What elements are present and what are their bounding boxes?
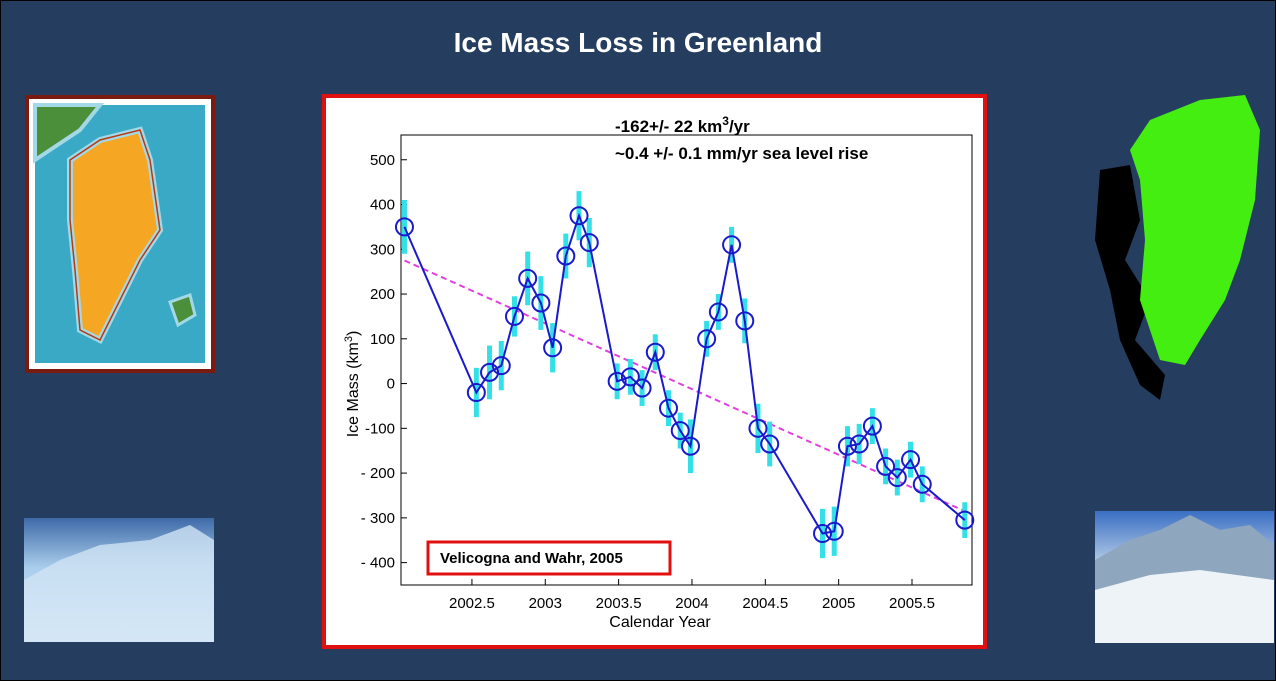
slide-title: Ice Mass Loss in Greenland: [454, 27, 823, 58]
plot-area: [400, 134, 973, 586]
y-tick-label: - 200: [361, 465, 395, 482]
y-label-tail: ): [345, 331, 362, 336]
data-point: [491, 356, 511, 376]
trend-line: [404, 259, 966, 513]
y-tick-label: - 300: [361, 510, 395, 527]
x-axis-label: Calendar Year: [609, 614, 711, 631]
data-point: [607, 371, 627, 391]
data-point: [480, 362, 500, 382]
x-tick-label: 2003.5: [596, 595, 642, 612]
x-tick-label: 2004.5: [742, 595, 788, 612]
data-point: [504, 306, 524, 326]
data-point: [722, 235, 742, 255]
y-tick-label: 100: [370, 331, 395, 348]
data-point: [876, 456, 896, 476]
data-point: [955, 510, 975, 530]
annotation: ~0.4 +/- 0.1 mm/yr sea level rise: [615, 144, 868, 163]
greenland-silhouette: [1095, 95, 1260, 400]
y-tick-label: -100: [365, 420, 395, 437]
chart: -162+/- 22 km3/yr ~0.4 +/- 0.1 mm/yr sea…: [343, 114, 975, 631]
y-tick-label: - 400: [361, 555, 395, 572]
data-point: [658, 398, 678, 418]
data-point: [760, 434, 780, 454]
data-point: [748, 418, 768, 438]
annotation: -162+/- 22 km3/yr: [615, 114, 750, 136]
y-tick-label: 400: [370, 197, 395, 214]
y-tick-label: 0: [387, 376, 395, 393]
data-point: [543, 338, 563, 358]
annotation-text: -162+/- 22 km: [615, 117, 722, 136]
mountain-photo: [1095, 511, 1274, 643]
y-tick-label: 300: [370, 241, 395, 258]
x-tick-label: 2005: [822, 595, 855, 612]
data-point: [824, 521, 844, 541]
x-tick-label: 2004: [675, 595, 708, 612]
data-point: [579, 233, 599, 253]
x-tick-label: 2003: [529, 595, 562, 612]
data-point: [813, 524, 833, 544]
data-point: [569, 206, 589, 226]
map-illustration: [25, 95, 215, 373]
data-point: [837, 436, 857, 456]
data-point: [887, 468, 907, 488]
data-point: [466, 383, 486, 403]
data-point: [394, 217, 414, 237]
y-tick-label: 500: [370, 152, 395, 169]
data-point: [681, 436, 701, 456]
citation: Velicogna and Wahr, 2005: [440, 550, 623, 567]
data-point: [862, 416, 882, 436]
x-tick-label: 2005.5: [889, 595, 935, 612]
data-point: [518, 268, 538, 288]
y-axis-label: Ice Mass (km3): [343, 331, 362, 438]
data-point: [645, 342, 665, 362]
data-point: [735, 311, 755, 331]
y-label-sup: 3: [343, 336, 355, 342]
data-point: [708, 302, 728, 322]
citation-box: [426, 540, 672, 576]
data-point: [912, 474, 932, 494]
data-point: [697, 329, 717, 349]
x-tick-label: 2002.5: [449, 595, 495, 612]
annotation-sup: 3: [722, 114, 729, 128]
data-point: [632, 378, 652, 398]
data-point: [556, 246, 576, 266]
data-point: [670, 421, 690, 441]
annotation-tail: /yr: [729, 117, 750, 136]
data-point: [849, 434, 869, 454]
data-point: [531, 293, 551, 313]
data-point: [901, 450, 921, 470]
y-tick-label: 200: [370, 286, 395, 303]
y-label-text: Ice Mass (km: [345, 342, 362, 437]
data-point: [620, 367, 640, 387]
ice-photo: [24, 518, 214, 642]
